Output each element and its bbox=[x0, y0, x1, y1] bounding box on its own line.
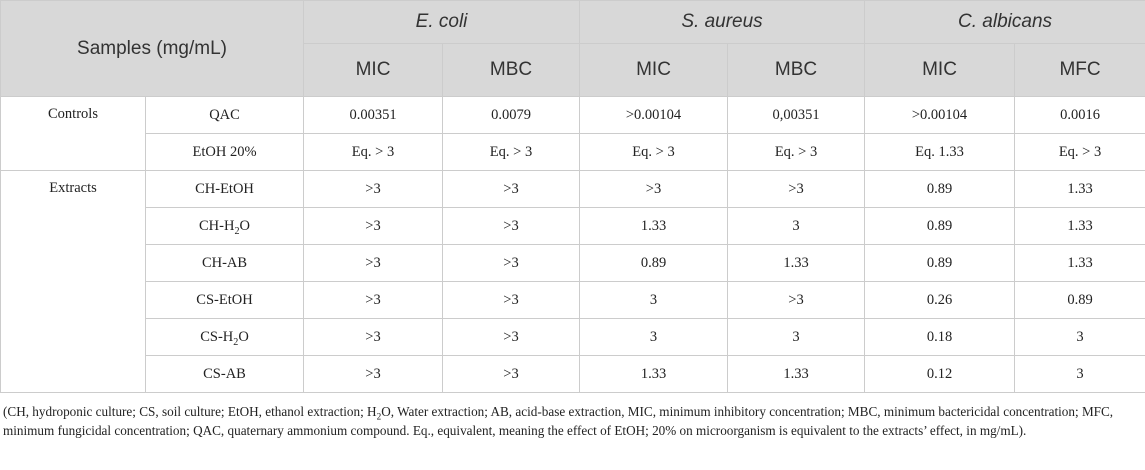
organism-header-ecoli: E. coli bbox=[303, 0, 581, 44]
value-cell: 0.89 bbox=[579, 244, 729, 282]
value-cell: >3 bbox=[442, 318, 581, 356]
group-label-extracts: Extracts bbox=[0, 170, 146, 393]
value-cell: >3 bbox=[442, 281, 581, 319]
value-cell: >3 bbox=[303, 170, 444, 208]
group-label-controls: Controls bbox=[0, 96, 146, 171]
value-cell: >3 bbox=[303, 355, 444, 393]
value-cell: 0.12 bbox=[864, 355, 1016, 393]
value-cell: >0.00104 bbox=[579, 96, 729, 134]
value-cell: >3 bbox=[579, 170, 729, 208]
value-cell: >3 bbox=[303, 281, 444, 319]
value-cell: >3 bbox=[727, 281, 866, 319]
table-row: EtOH 20% Eq. > 3 Eq. > 3 Eq. > 3 Eq. > 3… bbox=[1, 133, 1145, 171]
value-cell: 0.26 bbox=[864, 281, 1016, 319]
value-cell: Eq. > 3 bbox=[303, 133, 444, 171]
header-row-metrics: MIC MBC MIC MBC MIC MFC bbox=[1, 43, 1145, 97]
value-cell: Eq. > 3 bbox=[579, 133, 729, 171]
value-cell: 0.89 bbox=[864, 207, 1016, 245]
value-cell: Eq. > 3 bbox=[727, 133, 866, 171]
table-row: Extracts CH-EtOH >3 >3 >3 >3 0.89 1.33 bbox=[0, 170, 1145, 393]
results-table: Samples (mg/mL) E. coli S. aureus C. alb… bbox=[0, 0, 1145, 393]
metric-header: MIC bbox=[303, 43, 444, 97]
table-row: Controls QAC 0.00351 0.0079 >0.00104 0,0… bbox=[0, 96, 1145, 171]
value-cell: Eq. > 3 bbox=[1014, 133, 1145, 171]
value-cell: 0.89 bbox=[864, 170, 1016, 208]
header-row-organisms: Samples (mg/mL) E. coli S. aureus C. alb… bbox=[0, 0, 1145, 97]
value-cell: 0.0079 bbox=[442, 96, 581, 134]
value-cell: 0.18 bbox=[864, 318, 1016, 356]
value-cell: 0.00351 bbox=[303, 96, 444, 134]
sample-name: CH-AB bbox=[144, 244, 305, 282]
value-cell: >3 bbox=[303, 318, 444, 356]
value-cell: 3 bbox=[1014, 318, 1145, 356]
sample-name: CS-AB bbox=[144, 355, 305, 393]
value-cell: Eq. 1.33 bbox=[864, 133, 1016, 171]
value-cell: >3 bbox=[442, 170, 581, 208]
value-cell: >3 bbox=[442, 207, 581, 245]
sample-name: CS-EtOH bbox=[144, 281, 305, 319]
sample-name: QAC bbox=[144, 96, 305, 134]
value-cell: 1.33 bbox=[727, 244, 866, 282]
value-cell: 3 bbox=[1014, 355, 1145, 393]
value-cell: 0,00351 bbox=[727, 96, 866, 134]
metric-header: MBC bbox=[727, 43, 866, 97]
metric-header: MIC bbox=[579, 43, 729, 97]
value-cell: 3 bbox=[579, 281, 729, 319]
value-cell: 1.33 bbox=[1014, 170, 1145, 208]
value-cell: 3 bbox=[727, 318, 866, 356]
table-row: CH-AB >3 >3 0.89 1.33 0.89 1.33 bbox=[1, 244, 1145, 282]
organism-header-calbicans: C. albicans bbox=[864, 0, 1145, 44]
value-cell: >3 bbox=[727, 170, 866, 208]
value-cell: 1.33 bbox=[727, 355, 866, 393]
metric-header: MIC bbox=[864, 43, 1016, 97]
table-row: CH-H2O >3 >3 1.33 3 0.89 1.33 bbox=[1, 207, 1145, 245]
sample-name: EtOH 20% bbox=[144, 133, 305, 171]
value-cell: 1.33 bbox=[579, 355, 729, 393]
value-cell: 3 bbox=[727, 207, 866, 245]
metric-header: MBC bbox=[442, 43, 581, 97]
value-cell: 1.33 bbox=[579, 207, 729, 245]
value-cell: Eq. > 3 bbox=[442, 133, 581, 171]
value-cell: >3 bbox=[303, 207, 444, 245]
value-cell: 0.0016 bbox=[1014, 96, 1145, 134]
sample-name: CS-H2O bbox=[144, 318, 305, 356]
metric-header: MFC bbox=[1014, 43, 1145, 97]
value-cell: >3 bbox=[442, 355, 581, 393]
value-cell: >0.00104 bbox=[864, 96, 1016, 134]
table-row: CS-EtOH >3 >3 3 >3 0.26 0.89 bbox=[1, 281, 1145, 319]
value-cell: 0.89 bbox=[864, 244, 1016, 282]
table-row: CS-H2O >3 >3 3 3 0.18 3 bbox=[1, 318, 1145, 356]
value-cell: >3 bbox=[303, 244, 444, 282]
value-cell: 1.33 bbox=[1014, 244, 1145, 282]
value-cell: 3 bbox=[579, 318, 729, 356]
table-footnote: (CH, hydroponic culture; CS, soil cultur… bbox=[3, 404, 1114, 438]
value-cell: 1.33 bbox=[1014, 207, 1145, 245]
sample-name: CH-EtOH bbox=[144, 170, 305, 208]
organism-header-saureus: S. aureus bbox=[579, 0, 866, 44]
value-cell: 0.89 bbox=[1014, 281, 1145, 319]
samples-header: Samples (mg/mL) bbox=[0, 0, 305, 97]
table-row: CS-AB >3 >3 1.33 1.33 0.12 3 bbox=[1, 355, 1145, 393]
value-cell: >3 bbox=[442, 244, 581, 282]
sample-name: CH-H2O bbox=[144, 207, 305, 245]
